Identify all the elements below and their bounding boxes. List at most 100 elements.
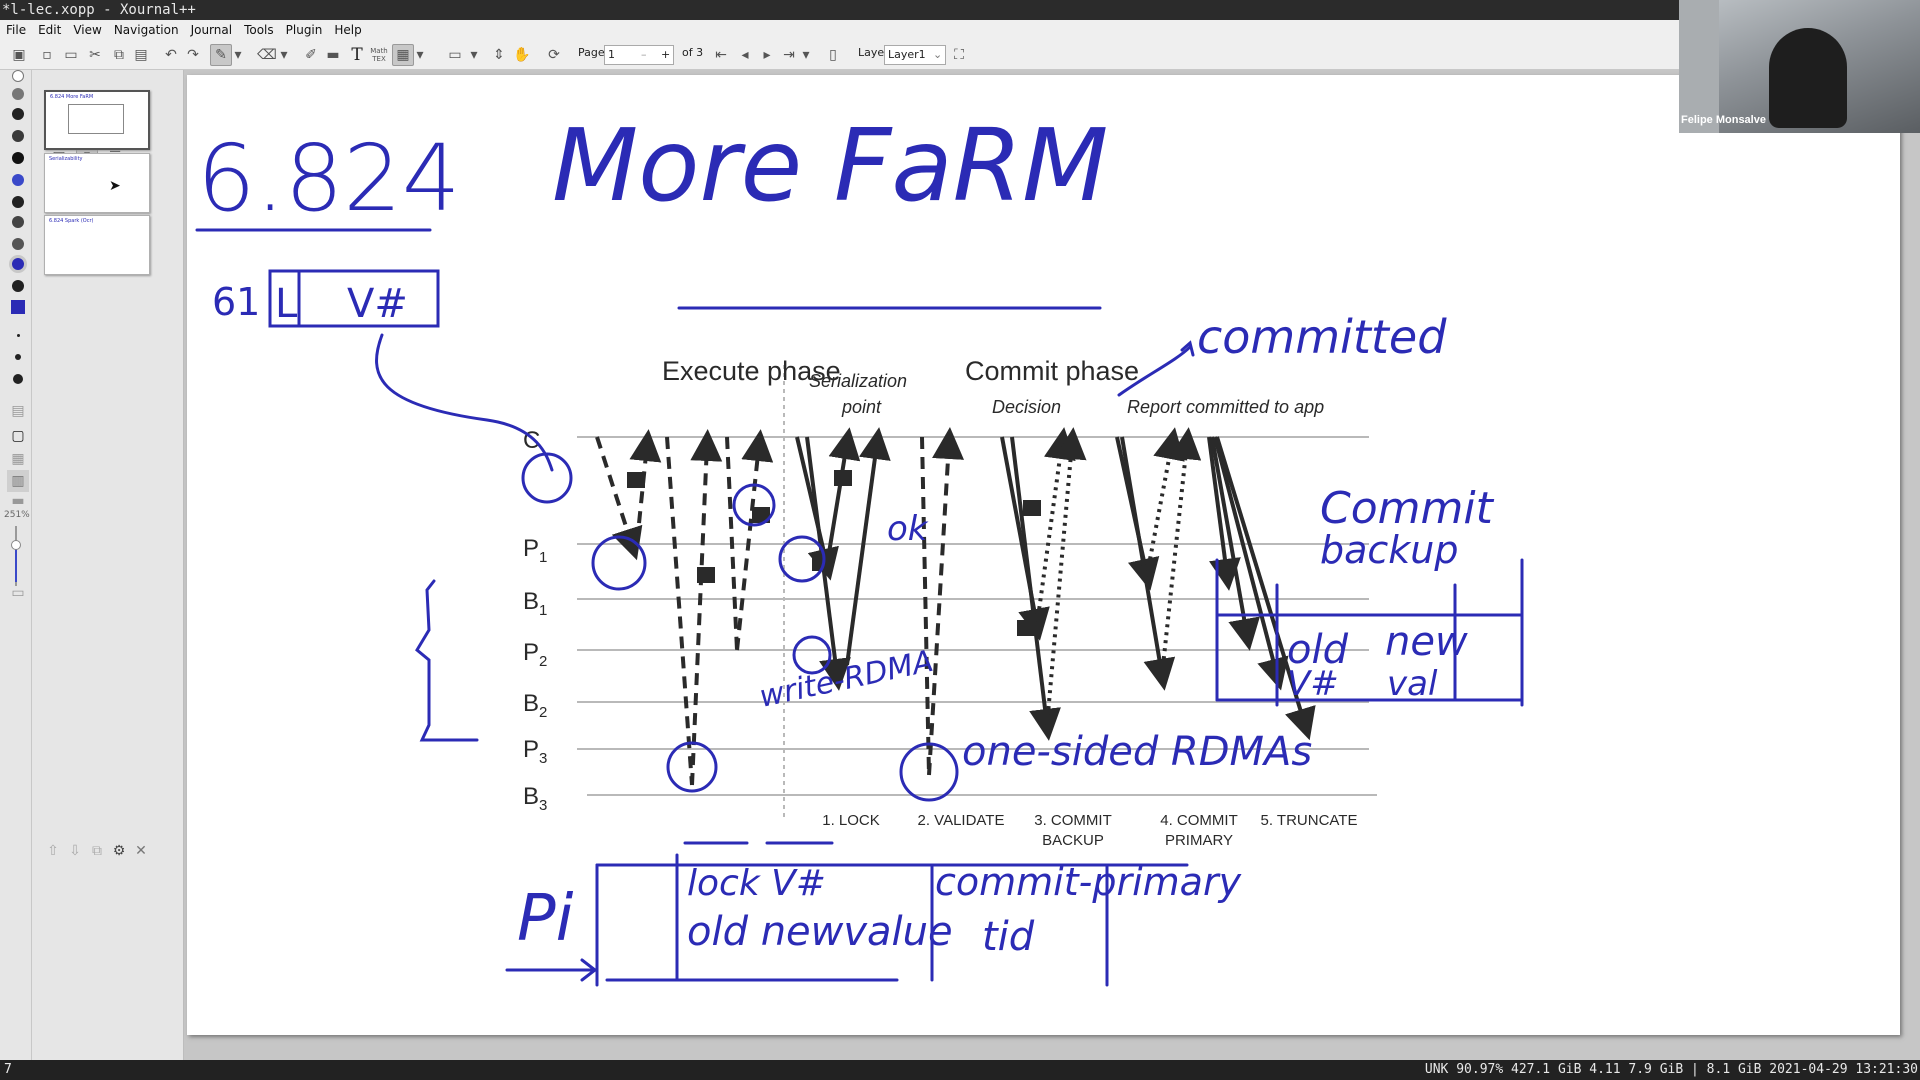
- page-label: Page: [578, 46, 605, 59]
- page-thumbnail[interactable]: 6.824 Spark (Ocr): [44, 215, 150, 275]
- shape-dropdown-icon[interactable]: ▾: [416, 47, 424, 63]
- annot-ok: ok: [887, 509, 929, 549]
- layer-select[interactable]: Layer1 ⌄: [884, 45, 946, 65]
- color-white-icon[interactable]: [12, 70, 24, 82]
- row-label-b2: B2: [523, 690, 547, 721]
- menu-bar: File Edit View Navigation Journal Tools Plugin…: [0, 20, 1920, 40]
- color-black3-icon[interactable]: [12, 280, 24, 292]
- select-rect-icon[interactable]: ▭: [448, 47, 462, 63]
- first-page-icon[interactable]: ⇤: [715, 47, 727, 63]
- rotation-lock-icon[interactable]: ⟳: [548, 47, 560, 63]
- menu-file[interactable]: File: [6, 23, 27, 37]
- page-number-value: 1: [608, 48, 615, 61]
- row-label-p1: P1: [523, 535, 547, 566]
- menu-navigation[interactable]: Navigation: [113, 23, 179, 37]
- grid-icon[interactable]: ▦: [11, 451, 25, 467]
- handwritten-text: 6.824 More FaRM 61 L V# committed ok wri…: [197, 107, 1495, 960]
- row-label-b3: B3: [523, 783, 547, 814]
- thick-size-icon[interactable]: [13, 374, 23, 384]
- cut-icon[interactable]: ✂: [89, 47, 101, 63]
- box-new: new: [1385, 619, 1468, 665]
- workspace-number[interactable]: 7: [4, 1062, 12, 1077]
- execute-phase-label: Execute phase: [662, 356, 841, 386]
- page-delete-icon[interactable]: ✕: [135, 843, 147, 859]
- paste-icon[interactable]: ▤: [134, 47, 148, 63]
- menu-edit[interactable]: Edit: [38, 23, 62, 37]
- open-icon[interactable]: ▭: [64, 47, 78, 63]
- menu-plugin[interactable]: Plugin: [285, 23, 323, 37]
- page-copy-icon[interactable]: ⧉: [92, 843, 102, 859]
- menu-view[interactable]: View: [73, 23, 102, 37]
- shape-recognizer-icon[interactable]: ▦: [392, 44, 414, 66]
- page-dropdown-icon[interactable]: ▾: [802, 47, 810, 63]
- thin-size-icon[interactable]: [17, 334, 20, 337]
- vertical-space-icon[interactable]: ⇕: [493, 47, 505, 63]
- color-gray-icon[interactable]: [12, 88, 24, 100]
- text-tool-icon[interactable]: T: [351, 45, 363, 65]
- zoom-slider-handle[interactable]: [11, 540, 21, 550]
- color-black-icon[interactable]: [12, 108, 24, 120]
- page-settings-icon[interactable]: ⚙: [112, 843, 126, 859]
- log-commit-primary: commit-primary: [935, 860, 1242, 904]
- decision-label: Decision: [992, 397, 1061, 417]
- save-icon[interactable]: ▣: [12, 47, 26, 63]
- step-validate-label: 2. VALIDATE: [918, 812, 1005, 829]
- eraser-icon[interactable]: ⌫: [257, 47, 277, 63]
- color-dark-icon[interactable]: [12, 196, 24, 208]
- select-dropdown-icon[interactable]: ▾: [470, 47, 478, 63]
- background-icon[interactable]: ▥: [7, 470, 29, 492]
- page-up-icon[interactable]: ⇧: [47, 843, 59, 859]
- pen-icon[interactable]: ✎: [210, 44, 232, 66]
- hand-icon[interactable]: ✋: [513, 47, 531, 63]
- color-darkgray-icon[interactable]: [12, 130, 24, 142]
- participant-name: Felipe Monsalve: [1681, 114, 1766, 126]
- system-statusbar: 7 UNK 90.97% 427.1 GiB 4.11 7.9 GiB | 8.…: [0, 1060, 1920, 1080]
- page-thumbnail[interactable]: 6.824 More FaRM: [44, 90, 150, 150]
- page-drawing[interactable]: Execute phase Commit phase Serialization…: [187, 75, 1900, 1035]
- document-icon[interactable]: ▯: [829, 47, 837, 63]
- color-black2-icon[interactable]: [12, 152, 24, 164]
- tex-tool-icon[interactable]: Math TEX: [370, 47, 388, 63]
- medium-size-icon[interactable]: [15, 354, 21, 360]
- row-labels: C P1 B1 P2 B2 P3 B3: [523, 427, 547, 814]
- undo-icon[interactable]: ↶: [165, 47, 177, 63]
- layer-tool-icon[interactable]: ▤: [11, 403, 25, 419]
- document-page[interactable]: Execute phase Commit phase Serialization…: [187, 75, 1900, 1035]
- page-number-input[interactable]: 1– +: [604, 45, 674, 65]
- highlighter-icon[interactable]: ✐: [305, 47, 317, 63]
- pen-dropdown-icon[interactable]: ▾: [234, 47, 242, 63]
- system-stats: UNK 90.97% 427.1 GiB 4.11 7.9 GiB | 8.1 …: [1424, 1062, 1918, 1077]
- ruler-icon[interactable]: ▬: [11, 493, 25, 509]
- color-gray3-icon[interactable]: [12, 238, 24, 250]
- serialization-point-label: point: [841, 397, 882, 417]
- page-frame-icon[interactable]: ▢: [11, 428, 25, 444]
- color-selected-blue-icon[interactable]: [12, 258, 24, 270]
- new-page-icon[interactable]: ▫: [42, 47, 52, 63]
- box-commit-title: Commit: [1320, 483, 1495, 534]
- page-total: of 3: [682, 46, 704, 59]
- next-page-icon[interactable]: ▸: [763, 47, 771, 63]
- step-labels: 1. LOCK 2. VALIDATE 3. COMMIT BACKUP 4. …: [822, 812, 1357, 849]
- fill-color-icon[interactable]: [11, 300, 25, 314]
- zoom-fit-icon[interactable]: ▭: [11, 585, 25, 601]
- last-page-icon[interactable]: ⇥: [783, 47, 795, 63]
- page-down-icon[interactable]: ⇩: [69, 843, 81, 859]
- redo-icon[interactable]: ↷: [187, 47, 199, 63]
- page-thumbnail-caption: 6.824 More FaRM: [50, 94, 94, 100]
- window-title: *l-lec.xopp - Xournal++: [2, 2, 196, 18]
- menu-tools[interactable]: Tools: [244, 23, 274, 37]
- eraser-dropdown-icon[interactable]: ▾: [280, 47, 288, 63]
- fullscreen-icon[interactable]: ⛶: [954, 47, 964, 63]
- protocol-arrows: [595, 427, 1316, 786]
- menu-help[interactable]: Help: [334, 23, 362, 37]
- page-thumbnail[interactable]: Serializability ➤: [44, 153, 150, 213]
- image-icon[interactable]: ▬: [326, 47, 340, 63]
- color-gray2-icon[interactable]: [12, 216, 24, 228]
- mouse-cursor-icon: ➤: [109, 178, 121, 194]
- copy-icon[interactable]: ⧉: [114, 47, 124, 63]
- color-blue-icon[interactable]: [12, 174, 24, 186]
- box-backup-title: backup: [1320, 528, 1459, 572]
- menu-journal[interactable]: Journal: [190, 23, 233, 37]
- prev-page-icon[interactable]: ◂: [741, 47, 749, 63]
- webcam-overlay: Felipe Monsalve: [1679, 0, 1920, 133]
